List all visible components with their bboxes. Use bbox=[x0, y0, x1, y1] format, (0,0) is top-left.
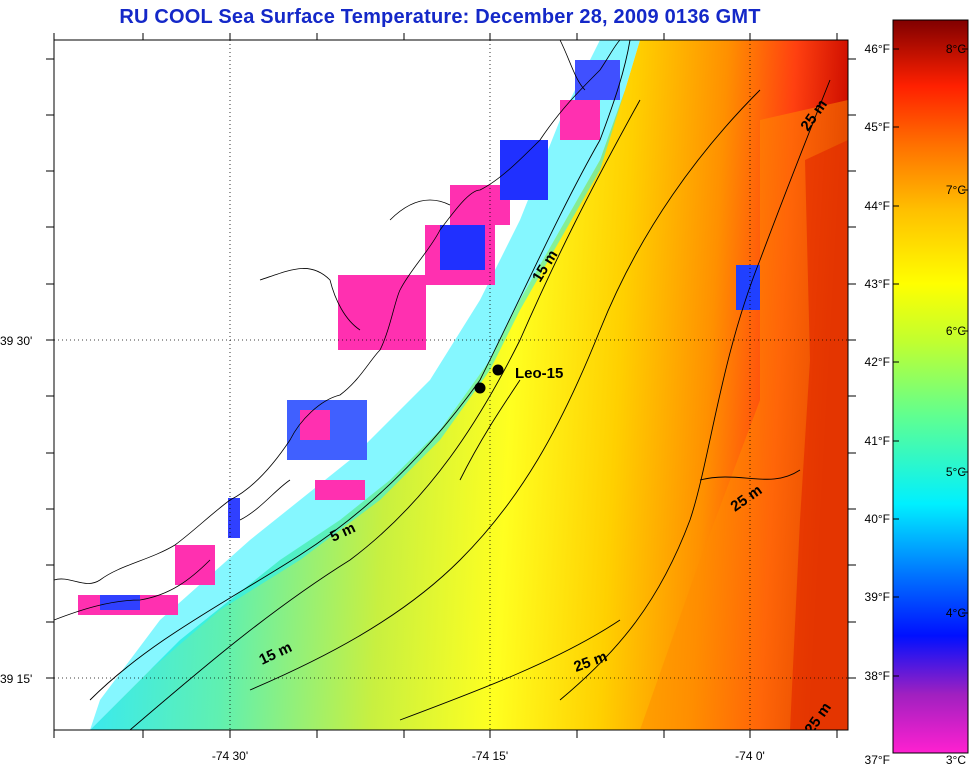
colorbar-f-tick: 46°F bbox=[865, 42, 890, 56]
celsius-ticks: 8°C 7°C 6°C 5°C 4°C 3°C bbox=[946, 42, 966, 767]
ocean-sst-field bbox=[90, 40, 848, 730]
graticule bbox=[54, 40, 848, 730]
station-label: Leo-15 bbox=[515, 365, 563, 382]
map-panel: Leo-15 25 m 15 m 5 m 15 m 25 m 25 m 25 m bbox=[54, 40, 848, 730]
colorbar-c-tick: 3°C bbox=[946, 753, 966, 767]
station-marker-secondary[interactable] bbox=[474, 382, 486, 394]
coastline bbox=[54, 40, 621, 621]
bathymetry-contours bbox=[89, 40, 831, 730]
lon-label: -74 30' bbox=[212, 749, 248, 763]
fahrenheit-ticks: 46°F 45°F 44°F 43°F 42°F 41°F 40°F 39°F … bbox=[865, 42, 890, 767]
warm-band bbox=[640, 100, 848, 730]
colorbar-c-tick: 5°C bbox=[946, 465, 966, 479]
lon-label: -74 15' bbox=[472, 749, 508, 763]
colorbar-f-tick: 44°F bbox=[865, 199, 890, 213]
station-marker[interactable] bbox=[492, 364, 504, 376]
colorbar-gradient bbox=[892, 19, 969, 754]
lat-label: 39 15' bbox=[0, 672, 32, 686]
lat-label: 39 30' bbox=[0, 334, 32, 348]
colorbar-c-tick: 7°C bbox=[946, 183, 966, 197]
colorbar-c-tick: 6°C bbox=[946, 324, 966, 338]
colorbar-c-tick: 4°C bbox=[946, 606, 966, 620]
colorbar-f-tick: 41°F bbox=[865, 434, 890, 448]
lon-label: -74 0' bbox=[735, 749, 765, 763]
colorbar: 46°F 45°F 44°F 43°F 42°F 41°F 40°F 39°F … bbox=[865, 19, 969, 767]
colorbar-f-tick: 43°F bbox=[865, 277, 890, 291]
map-frame bbox=[53, 39, 849, 731]
axis-ticks bbox=[46, 33, 856, 738]
colorbar-f-tick: 40°F bbox=[865, 512, 890, 526]
colorbar-c-tick: 8°C bbox=[946, 42, 966, 56]
colorbar-f-tick: 45°F bbox=[865, 120, 890, 134]
colorbar-f-tick: 42°F bbox=[865, 355, 890, 369]
map-title: RU COOL Sea Surface Temperature: Decembe… bbox=[119, 6, 761, 28]
cold-pixel-patches bbox=[78, 60, 760, 615]
hot-band bbox=[790, 140, 848, 730]
colorbar-f-tick: 37°F bbox=[865, 753, 890, 767]
colorbar-f-tick: 39°F bbox=[865, 590, 890, 604]
colorbar-f-tick: 38°F bbox=[865, 669, 890, 683]
